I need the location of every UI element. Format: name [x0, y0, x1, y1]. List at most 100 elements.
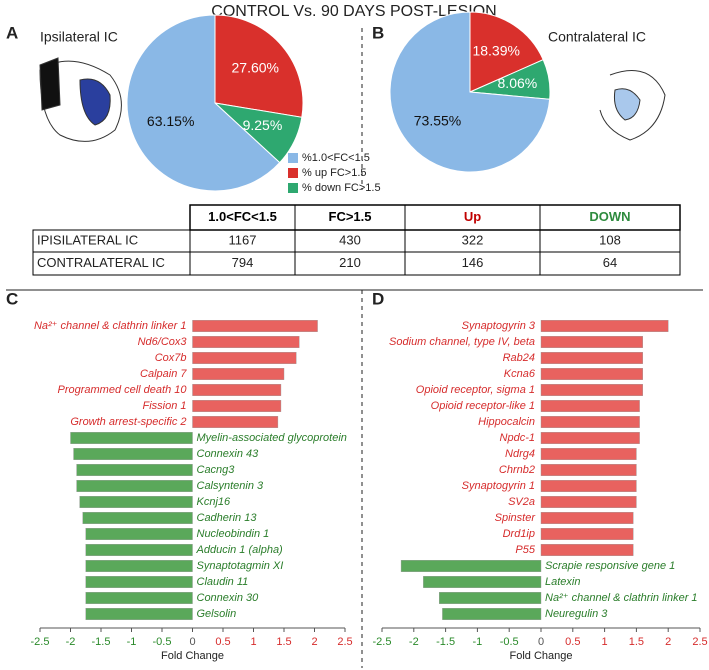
- table-cell: 146: [462, 255, 484, 270]
- bar-label: Programmed cell death 10: [57, 384, 187, 396]
- bar-label: Hippocalcin: [478, 416, 535, 428]
- pie-slice: [469, 11, 544, 93]
- table-cell: CONTRALATERAL IC: [37, 255, 165, 270]
- x-axis-label: Fold Change: [161, 650, 224, 662]
- bar: [540, 368, 643, 380]
- panel-label: A: [6, 23, 18, 42]
- x-tick-label: -0.5: [500, 636, 519, 648]
- bar-label: Kcna6: [504, 368, 536, 380]
- bar-label: Npdc-1: [500, 432, 535, 444]
- x-tick-label: 1: [250, 636, 256, 648]
- bar-label: Fission 1: [142, 400, 186, 412]
- x-tick-label: 2: [311, 636, 317, 648]
- bar: [540, 384, 643, 396]
- bar: [85, 544, 193, 556]
- bar: [192, 352, 297, 364]
- bar-label: Na²⁺ channel & clathrin linker 1: [545, 592, 698, 604]
- bar: [192, 336, 300, 348]
- bar: [540, 320, 669, 332]
- bar-label: Spinster: [495, 512, 537, 524]
- bar-label: Myelin-associated glycoprotein: [197, 432, 347, 444]
- bar-label: Connexin 43: [197, 448, 260, 460]
- x-tick-label: -2: [409, 636, 419, 648]
- bar-label: Latexin: [545, 576, 580, 588]
- bar: [192, 416, 279, 428]
- bar: [540, 352, 643, 364]
- bar-label: Drd1ip: [503, 528, 535, 540]
- bar-label: Claudin 11: [197, 576, 249, 588]
- legend-label: % up FC>1.5: [302, 167, 367, 179]
- x-tick-label: -1: [473, 636, 483, 648]
- x-tick-label: 1.5: [276, 636, 291, 648]
- table-cell: IPISILATERAL IC: [37, 232, 138, 247]
- slice-label: 27.60%: [232, 60, 279, 76]
- bar-label: Adducin 1 (alpha): [196, 544, 284, 556]
- bar: [70, 432, 193, 444]
- bar: [540, 400, 640, 412]
- pie-title: Contralateral IC: [548, 29, 646, 45]
- bar-label: Cadherin 13: [197, 512, 258, 524]
- bar: [442, 608, 542, 620]
- legend-label: % down FC>1.5: [302, 182, 381, 194]
- x-tick-label: -1: [127, 636, 137, 648]
- bar: [540, 528, 634, 540]
- bar-label: Na²⁺ channel & clathrin linker 1: [34, 320, 187, 332]
- bar: [85, 608, 193, 620]
- brain-sketch: [39, 57, 666, 142]
- bar-label: Nd6/Cox3: [138, 336, 188, 348]
- table-header: FC>1.5: [329, 209, 372, 224]
- x-axis-label: Fold Change: [510, 650, 573, 662]
- bar-label: Synaptotagmin XI: [197, 560, 284, 572]
- table-cell: 210: [339, 255, 361, 270]
- bar: [540, 336, 643, 348]
- bar-label: Opioid receptor, sigma 1: [416, 384, 535, 396]
- pie-slice: [214, 14, 304, 118]
- panel-label: B: [372, 23, 384, 42]
- bar-label: Kcnj16: [197, 496, 232, 508]
- slice-label: 9.25%: [243, 117, 283, 133]
- bar: [85, 560, 193, 572]
- table-cell: 64: [603, 255, 617, 270]
- bar: [85, 592, 193, 604]
- bar: [540, 544, 634, 556]
- legend-swatch: [288, 153, 298, 163]
- bar-label: Synaptogyrin 3: [462, 320, 536, 332]
- panel-label: C: [6, 289, 18, 308]
- slice-label: 8.06%: [498, 75, 538, 91]
- x-tick-label: -2: [66, 636, 76, 648]
- bar-label: Synaptogyrin 1: [462, 480, 535, 492]
- bar-label: Nucleobindin 1: [197, 528, 270, 540]
- bar-label: Scrapie responsive gene 1: [545, 560, 675, 572]
- x-tick-label: 0: [189, 636, 195, 648]
- pie-slice: [389, 11, 551, 173]
- bar: [540, 448, 637, 460]
- table-header: Up: [464, 209, 481, 224]
- bar-label: Sodium channel, type IV, beta: [389, 336, 535, 348]
- x-tick-label: 1.5: [629, 636, 644, 648]
- x-tick-label: 2.5: [692, 636, 707, 648]
- bar-label: Neuregulin 3: [545, 608, 608, 620]
- bar: [76, 464, 193, 476]
- x-tick-label: 1: [602, 636, 608, 648]
- bar: [439, 592, 542, 604]
- x-tick-label: -0.5: [153, 636, 172, 648]
- bar: [192, 400, 282, 412]
- table-cell: 1167: [229, 232, 257, 247]
- bar: [423, 576, 542, 588]
- slice-label: 63.15%: [147, 113, 194, 129]
- bar-label: Rab24: [503, 352, 535, 364]
- bar: [540, 480, 637, 492]
- bar-label: Cacng3: [197, 464, 236, 476]
- x-tick-label: 0.5: [215, 636, 230, 648]
- pie-slice: [126, 14, 281, 192]
- bar-label: Growth arrest-specific 2: [70, 416, 186, 428]
- bar: [540, 512, 634, 524]
- bar-label: Gelsolin: [197, 608, 237, 620]
- bar: [540, 496, 637, 508]
- panel-label: D: [372, 289, 384, 308]
- x-tick-label: 0: [538, 636, 544, 648]
- bar: [192, 320, 318, 332]
- table-header: 1.0<FC<1.5: [208, 209, 277, 224]
- legend-swatch: [288, 183, 298, 193]
- bar-label: Chrnb2: [499, 464, 535, 476]
